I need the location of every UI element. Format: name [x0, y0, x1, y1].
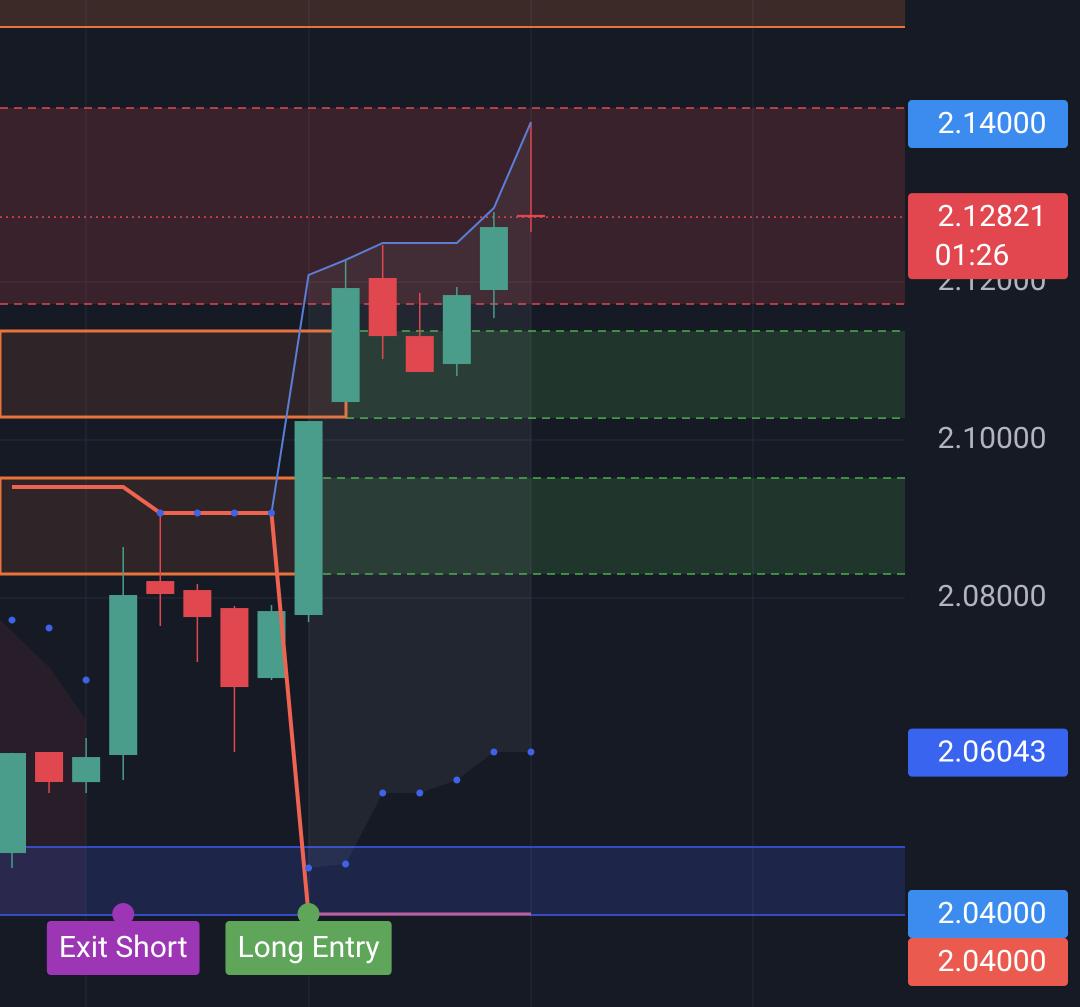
candle-body — [516, 214, 545, 218]
stop-dot — [267, 509, 275, 517]
candle-body — [109, 595, 138, 755]
stop-dot — [379, 789, 387, 797]
stop-dot — [45, 624, 53, 632]
price-label-bg — [908, 938, 1068, 987]
candle-body — [183, 590, 212, 618]
stop-dot — [490, 748, 498, 756]
price-label-bg — [908, 193, 1068, 280]
candle-body — [35, 751, 64, 783]
y-tick-label: 2.08000 — [937, 579, 1046, 614]
signal-label-bg — [225, 921, 392, 975]
stop-dot — [82, 676, 90, 684]
price-axis — [905, 0, 1080, 1007]
price-label: 2.12821 — [937, 199, 1046, 234]
zone — [309, 478, 905, 575]
signal-label-bg — [46, 921, 200, 975]
stop-dot — [230, 509, 238, 517]
signal-marker — [112, 903, 135, 926]
stop-dot — [527, 748, 535, 756]
stop-dot — [193, 509, 201, 517]
candle-body — [368, 277, 397, 337]
signal-label: Exit Short — [59, 930, 188, 965]
stop-dot — [416, 789, 424, 797]
price-label: 2.04000 — [937, 944, 1046, 979]
price-label-bg — [908, 728, 1068, 777]
price-label-bg — [908, 890, 1068, 939]
stop-dot — [156, 509, 164, 517]
candle-body — [294, 421, 323, 616]
price-label-countdown: 01:26 — [935, 238, 1010, 273]
indicator-line — [270, 121, 532, 514]
stop-dot — [8, 616, 16, 624]
candle-body — [479, 227, 508, 291]
candle-body — [72, 757, 101, 783]
candle-body — [0, 753, 26, 854]
zone — [346, 331, 905, 419]
zone — [0, 847, 905, 916]
candle-body — [331, 288, 360, 403]
candle-body — [146, 581, 175, 594]
zone — [0, 107, 905, 304]
zone — [0, 0, 905, 28]
stop-dot — [342, 860, 350, 868]
price-label: 2.14000 — [937, 106, 1046, 141]
signal-marker — [297, 903, 320, 926]
price-label: 2.06043 — [937, 735, 1046, 770]
range-fill — [308, 122, 531, 869]
price-label-bg — [908, 100, 1068, 149]
candle-body — [405, 336, 434, 373]
stop-dot — [305, 864, 313, 872]
signal-label: Long Entry — [237, 930, 379, 965]
stop-dot — [453, 776, 461, 784]
zone — [0, 476, 311, 576]
price-label: 2.04000 — [937, 896, 1046, 931]
y-tick-label: 2.10000 — [937, 421, 1046, 456]
candle-body — [220, 608, 249, 688]
candle-body — [442, 295, 471, 365]
